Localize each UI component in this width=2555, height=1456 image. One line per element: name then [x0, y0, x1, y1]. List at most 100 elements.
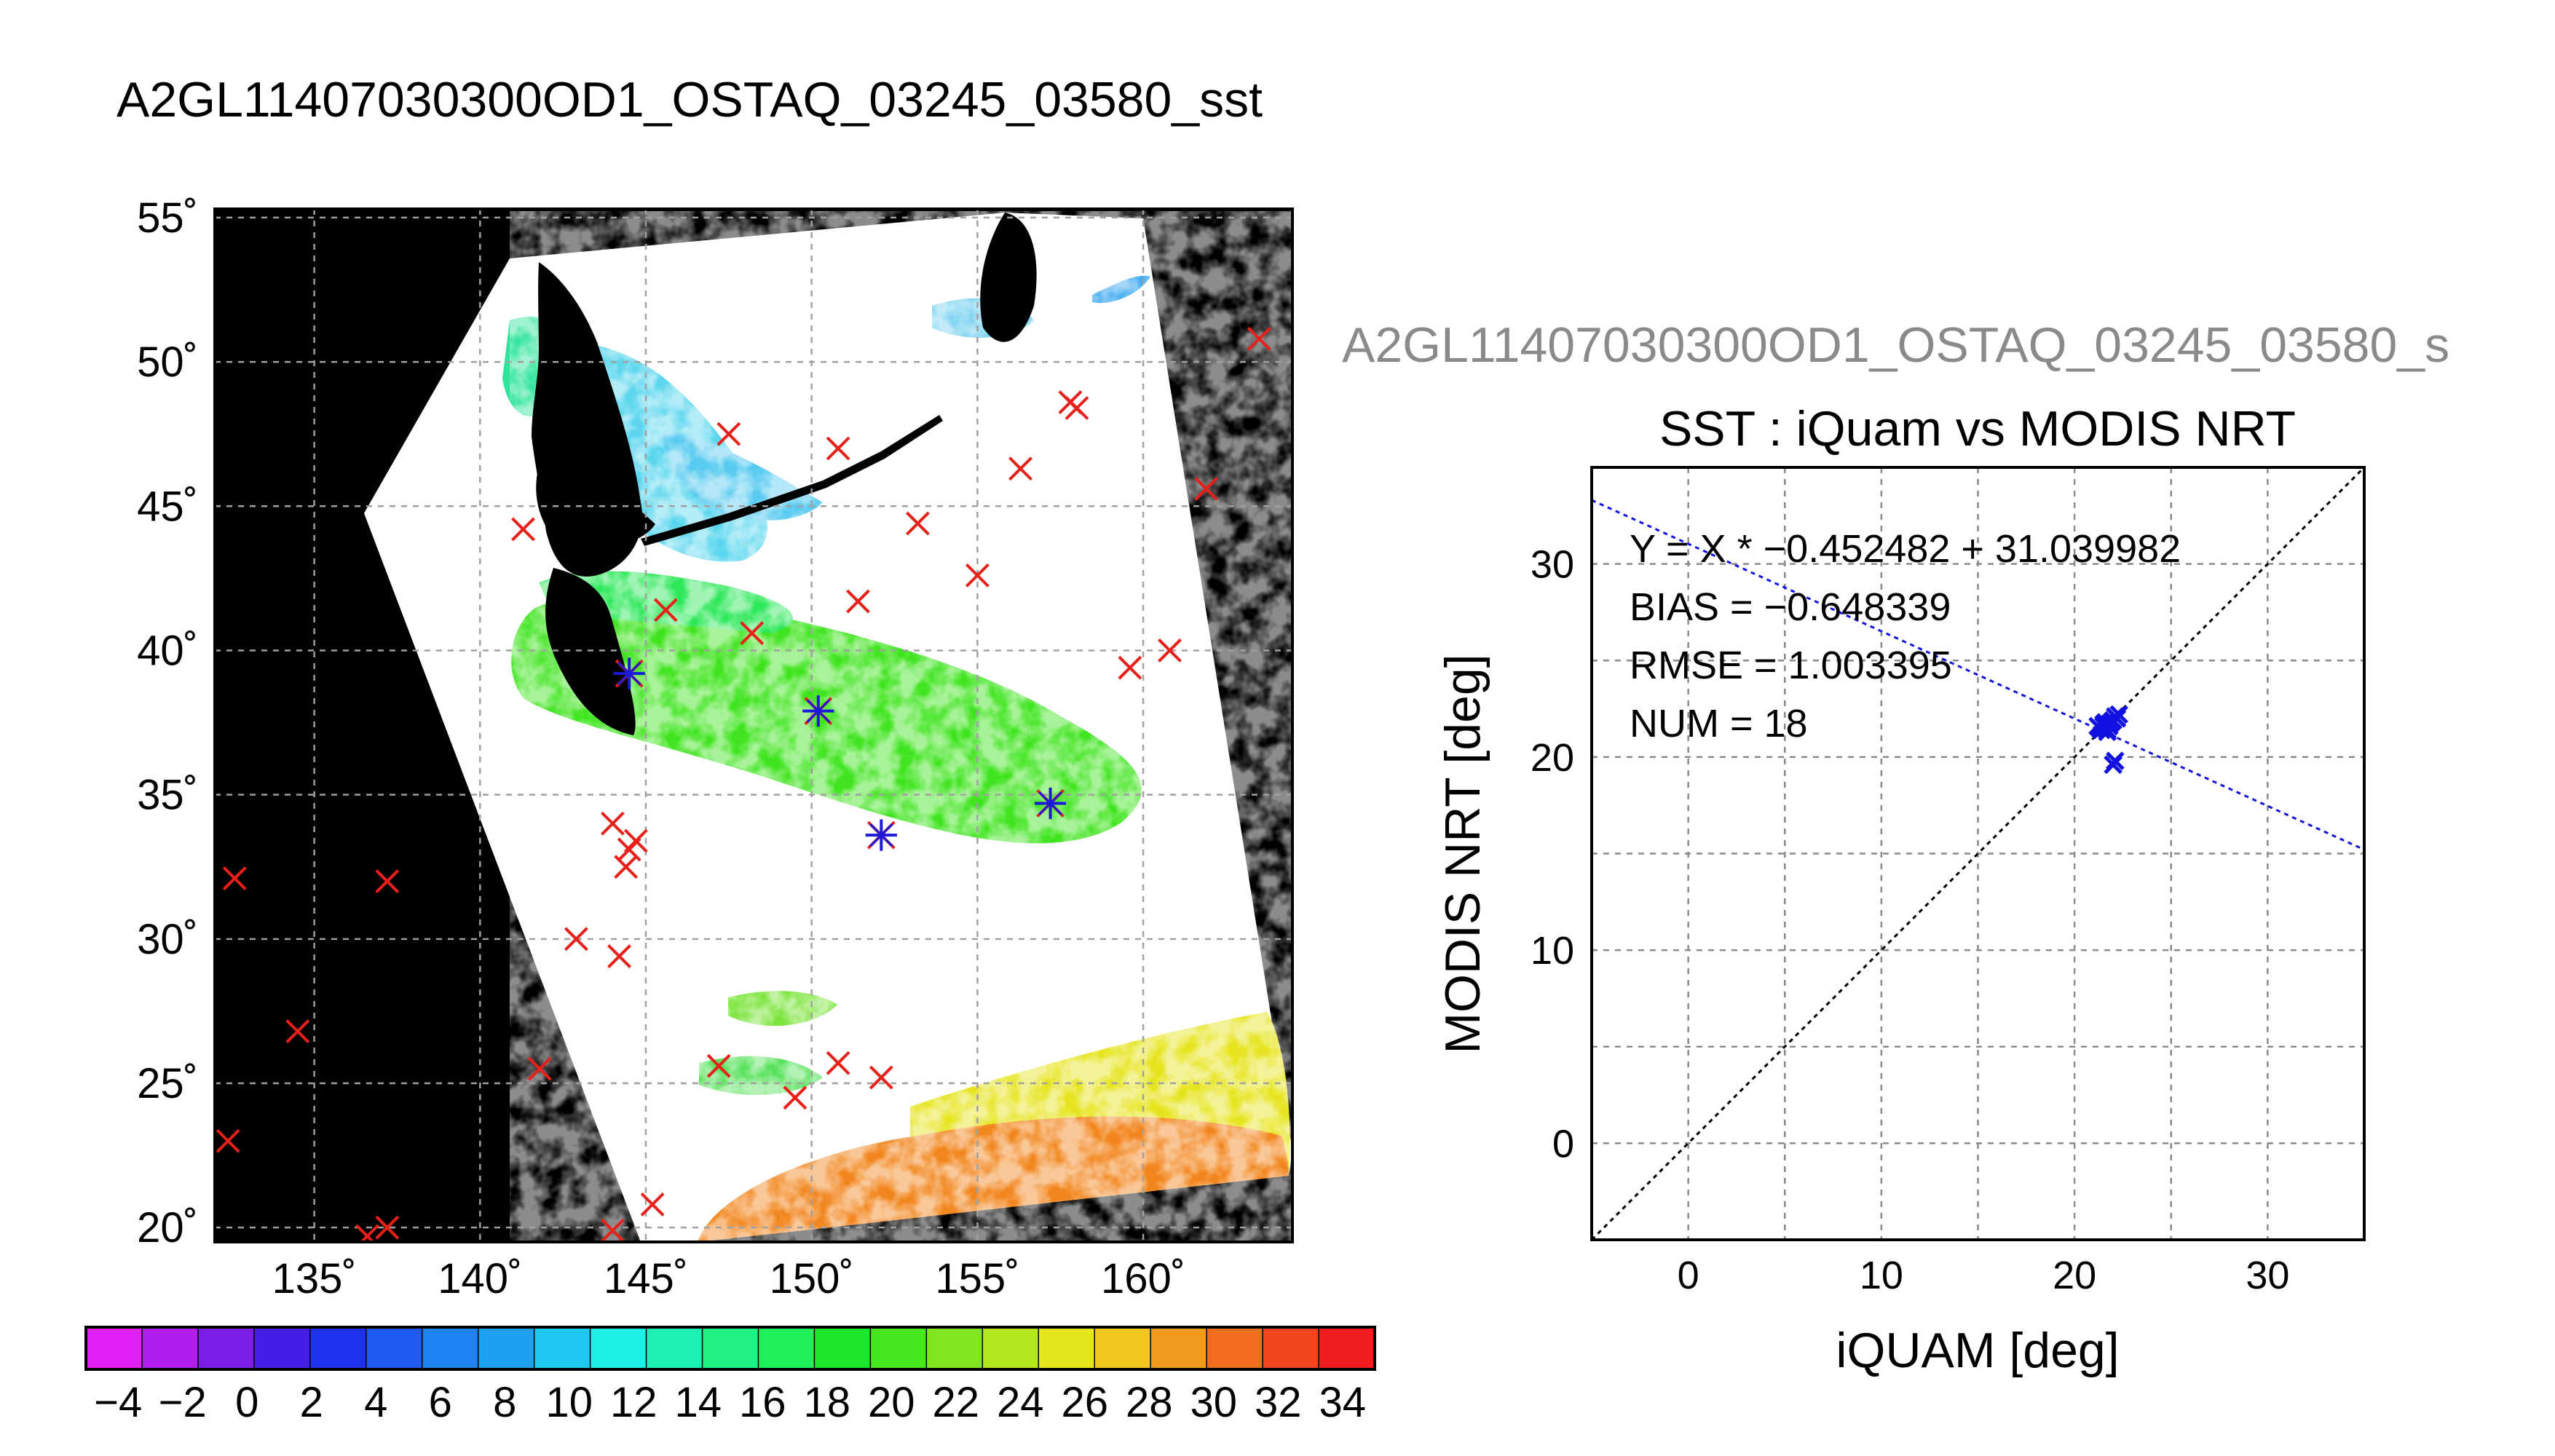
- scatter-point: [2104, 755, 2122, 775]
- red-x-marker: [375, 869, 400, 893]
- lon-tick-label: 160˚: [1101, 1255, 1185, 1302]
- lon-tick-label: 135˚: [272, 1255, 357, 1302]
- land-kuril-chain: [641, 415, 943, 546]
- scatter-filename: A2GL11407030300OD1_OSTAQ_03245_03580_s: [1342, 317, 2449, 373]
- red-x-marker: [564, 927, 588, 951]
- scatter-gridlines: [1592, 467, 2364, 1240]
- colorbar-tick-label: 10: [545, 1379, 593, 1426]
- red-x-marker: [783, 1085, 807, 1110]
- land-kamchatka-tip: [980, 213, 1037, 342]
- red-x-marker: [640, 1192, 665, 1216]
- lat-tick-label: 55˚: [137, 194, 198, 242]
- colorbar-swatch: [1094, 1326, 1152, 1370]
- lat-tick-label: 35˚: [137, 772, 198, 819]
- stat-num: NUM = 18: [1630, 702, 1808, 745]
- colorbar-swatch: [253, 1326, 312, 1370]
- lat-tick-label: 45˚: [137, 483, 198, 530]
- colorbar: −4 −2 0 2 4 6 8 10 12 14 16 18 20 22 24 26 28 30 32 34: [84, 1326, 1376, 1426]
- map-frame: [213, 207, 1294, 1243]
- red-x-marker: [1247, 326, 1271, 351]
- red-x-marker: [607, 944, 631, 969]
- land-masses: [532, 213, 1037, 735]
- red-x-marker: [222, 866, 247, 890]
- colorbar-tick-label: 0: [235, 1379, 258, 1426]
- blue-star-marker: [613, 657, 645, 689]
- red-x-marker: [1065, 396, 1089, 420]
- scatter-frame: [1590, 466, 2366, 1241]
- main-title: A2GL11407030300OD1_OSTAQ_03245_03580_sst: [117, 72, 1263, 127]
- red-x-marker: [740, 621, 765, 646]
- lat-tick-label: 25˚: [137, 1060, 198, 1107]
- red-x-marker: [1158, 638, 1182, 662]
- colorbar-tick-label: 18: [803, 1379, 850, 1426]
- colorbar-swatch: [589, 1326, 647, 1370]
- colorbar-tick-label: 6: [429, 1379, 452, 1426]
- scatter-y-tick: 30: [1531, 543, 1574, 587]
- lon-tick-label: 150˚: [770, 1255, 854, 1302]
- sst-map: 55˚ 50˚ 45˚ 40˚ 35˚ 30˚ 25˚ 20˚ 135˚ 140˚ 145˚ 150…: [137, 194, 1294, 1302]
- scatter-x-tick: 10: [1860, 1254, 1903, 1297]
- colorbar-tick-label: 14: [674, 1379, 722, 1426]
- colorbar-tick-label: 20: [868, 1379, 915, 1426]
- lat-tick-label: 30˚: [137, 916, 198, 963]
- colorbar-swatch: [1206, 1326, 1264, 1370]
- colorbar-tick-label: 8: [493, 1379, 516, 1426]
- red-x-marker: [1118, 655, 1142, 680]
- colorbar-tick-label: 12: [610, 1379, 657, 1426]
- colorbar-swatch: [477, 1326, 535, 1370]
- colorbar-frame: [84, 1326, 1376, 1371]
- colorbar-swatch: [701, 1326, 759, 1370]
- red-x-marker: [716, 422, 741, 446]
- lat-tick-label: 20˚: [137, 1204, 198, 1251]
- blue-star-marker: [865, 819, 897, 851]
- scatter-points: [2088, 705, 2128, 775]
- lon-tick-label: 140˚: [438, 1255, 522, 1302]
- blue-star-marker: [1034, 787, 1067, 820]
- colorbar-swatch: [869, 1326, 928, 1370]
- stat-rmse: RMSE = 1.003395: [1630, 644, 1952, 687]
- sst-field: [502, 211, 1292, 1242]
- map-content: [215, 209, 1292, 1242]
- map-lon-labels: 135˚ 140˚ 145˚ 150˚ 155˚ 160˚: [272, 1255, 1186, 1302]
- scatter-y-tick: 0: [1552, 1122, 1574, 1166]
- red-x-marker: [601, 1218, 625, 1242]
- colorbar-swatch: [421, 1326, 479, 1370]
- land-honshu: [545, 568, 636, 735]
- red-x-marker: [527, 1056, 552, 1081]
- map-gridlines: [215, 209, 1292, 1242]
- colorbar-swatches: [85, 1326, 1376, 1370]
- colorbar-swatch: [309, 1326, 368, 1370]
- red-x-marker: [965, 563, 990, 587]
- colorbar-swatch: [533, 1326, 591, 1370]
- colorbar-swatch: [813, 1326, 872, 1370]
- red-x-marker: [511, 517, 535, 542]
- scatter-y-label: MODIS NRT [deg]: [1435, 654, 1490, 1053]
- scatter-title: SST : iQuam vs MODIS NRT: [1659, 401, 2296, 456]
- colorbar-tick-label: 26: [1061, 1379, 1108, 1426]
- red-x-marker: [285, 1019, 310, 1044]
- blue-star-marker: [802, 695, 834, 727]
- colorbar-swatch: [1038, 1326, 1096, 1370]
- colorbar-tick-label: 34: [1319, 1379, 1366, 1426]
- scatter-x-tick: 20: [2053, 1254, 2096, 1297]
- red-x-marker: [355, 1224, 379, 1242]
- scatter-x-tick-labels: 0 10 20 30: [1678, 1254, 2290, 1297]
- colorbar-tick-label: 2: [300, 1379, 323, 1426]
- scatter-x-tick: 0: [1678, 1254, 1699, 1297]
- scatter-x-label: iQUAM [deg]: [1836, 1323, 2119, 1378]
- scatter-content: [1592, 467, 2364, 1240]
- colorbar-tick-label: 30: [1190, 1379, 1237, 1426]
- colorbar-tick-label: 4: [364, 1379, 387, 1426]
- red-x-marker: [653, 598, 678, 622]
- scatter-x-tick: 30: [2246, 1254, 2289, 1297]
- red-x-marker: [869, 1065, 893, 1090]
- red-x-marker: [216, 1128, 240, 1153]
- regression-line: [1592, 499, 2364, 851]
- colorbar-tick-label: 28: [1126, 1379, 1173, 1426]
- colorbar-swatch: [197, 1326, 256, 1370]
- scatter-y-tick: 10: [1531, 929, 1574, 973]
- colorbar-swatch: [1150, 1326, 1208, 1370]
- colorbar-swatch: [645, 1326, 703, 1370]
- lat-tick-label: 40˚: [137, 627, 198, 674]
